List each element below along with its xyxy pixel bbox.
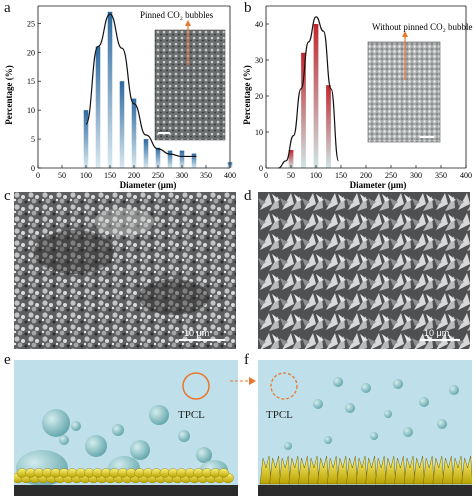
y-tick-a-0: 0: [31, 164, 35, 173]
fit-curve-a: [85, 13, 197, 158]
bar-b-1: [301, 52, 306, 168]
bar-a-0: [83, 110, 89, 168]
bar-b-3: [326, 85, 331, 168]
x-tick-a-7: 350: [200, 171, 212, 180]
y-tick-b-0: 0: [259, 164, 263, 173]
panel-letter-e: e: [4, 352, 11, 368]
x-tick-b-8: 400: [460, 171, 472, 180]
fit-curve-b: [278, 16, 340, 169]
bar-a-6: [155, 147, 161, 168]
chart-a-histogram: 0 50 100 150 200 250 300 350 400 0 5 10 15 20 25 Pinne…: [4, 5, 236, 190]
y-tick-a-1: 5: [31, 135, 35, 144]
x-tick-a-0: 0: [36, 171, 40, 180]
panel-letter-d: d: [244, 188, 252, 204]
inset-image-a: [154, 29, 226, 141]
transition-arrow: [230, 377, 256, 385]
x-tick-a-8: 400: [224, 171, 236, 180]
bar-a-8: [179, 150, 185, 168]
y-tick-a-4: 20: [27, 48, 35, 57]
x-tick-a-3: 150: [104, 171, 116, 180]
x-tick-b-2: 100: [310, 171, 322, 180]
x-tick-a-1: 50: [58, 171, 66, 180]
y-tick-b-3: 30: [255, 56, 263, 65]
bar-b-2: [313, 24, 319, 168]
y-tick-a-3: 15: [27, 77, 35, 86]
bar-b-0: [288, 150, 294, 168]
tpcl-label-e: TPCL: [178, 409, 205, 421]
inset-label-b: Without pinned CO₂ bubble: [372, 22, 473, 32]
x-axis-label-a: Diameter (μm): [120, 180, 177, 190]
bar-a-9: [191, 153, 197, 168]
panel-letter-f: f: [244, 352, 249, 368]
chart-b-histogram: 0 50 100 150 200 250 300 350 400 0 10 20 30 40 Withou…: [242, 5, 473, 190]
bar-a-4: [131, 98, 137, 168]
y-tick-b-4: 40: [255, 20, 263, 29]
x-tick-a-5: 250: [152, 171, 164, 180]
x-tick-b-1: 50: [287, 171, 295, 180]
y-axis-label-b: Percentage (%): [242, 65, 252, 125]
y-tick-a-5: 25: [27, 19, 35, 28]
y-tick-a-2: 10: [27, 106, 35, 115]
x-tick-b-4: 200: [360, 171, 372, 180]
y-axis-label-a: Percentage (%): [4, 65, 14, 125]
scale-bar-label-c: 10 μm: [184, 328, 210, 338]
bar-a-2: [107, 11, 113, 168]
bar-a-7: [167, 150, 173, 168]
panel-letter-a: a: [4, 0, 11, 16]
sem-image-d: 10 μm: [258, 192, 470, 349]
bar-a-5: [143, 139, 149, 168]
x-tick-b-5: 250: [385, 171, 397, 180]
y-tick-b-2: 20: [255, 92, 263, 101]
bar-a-1: [95, 46, 101, 168]
panel-letter-c: c: [4, 188, 11, 204]
schematic-f: TPCL: [258, 360, 472, 496]
bar-a-3: [119, 81, 125, 168]
x-tick-b-3: 150: [335, 171, 347, 180]
sem-image-c: 10 μm: [14, 192, 236, 349]
x-tick-a-6: 300: [176, 171, 188, 180]
panel-letter-b: b: [244, 0, 252, 16]
inset-image-b: [367, 41, 441, 143]
x-tick-b-7: 350: [435, 171, 447, 180]
y-tick-b-1: 10: [255, 128, 263, 137]
x-tick-a-2: 100: [80, 171, 92, 180]
x-tick-b-0: 0: [264, 171, 268, 180]
x-tick-b-6: 300: [410, 171, 422, 180]
x-tick-a-4: 200: [128, 171, 140, 180]
x-axis-label-b: Diameter (μm): [350, 180, 407, 190]
inset-label-a: Pinned CO₂ bubbles: [140, 10, 214, 20]
scale-bar-label-d: 10 μm: [424, 328, 450, 338]
tpcl-label-f: TPCL: [266, 409, 293, 421]
schematic-e: TPCL: [14, 360, 238, 496]
